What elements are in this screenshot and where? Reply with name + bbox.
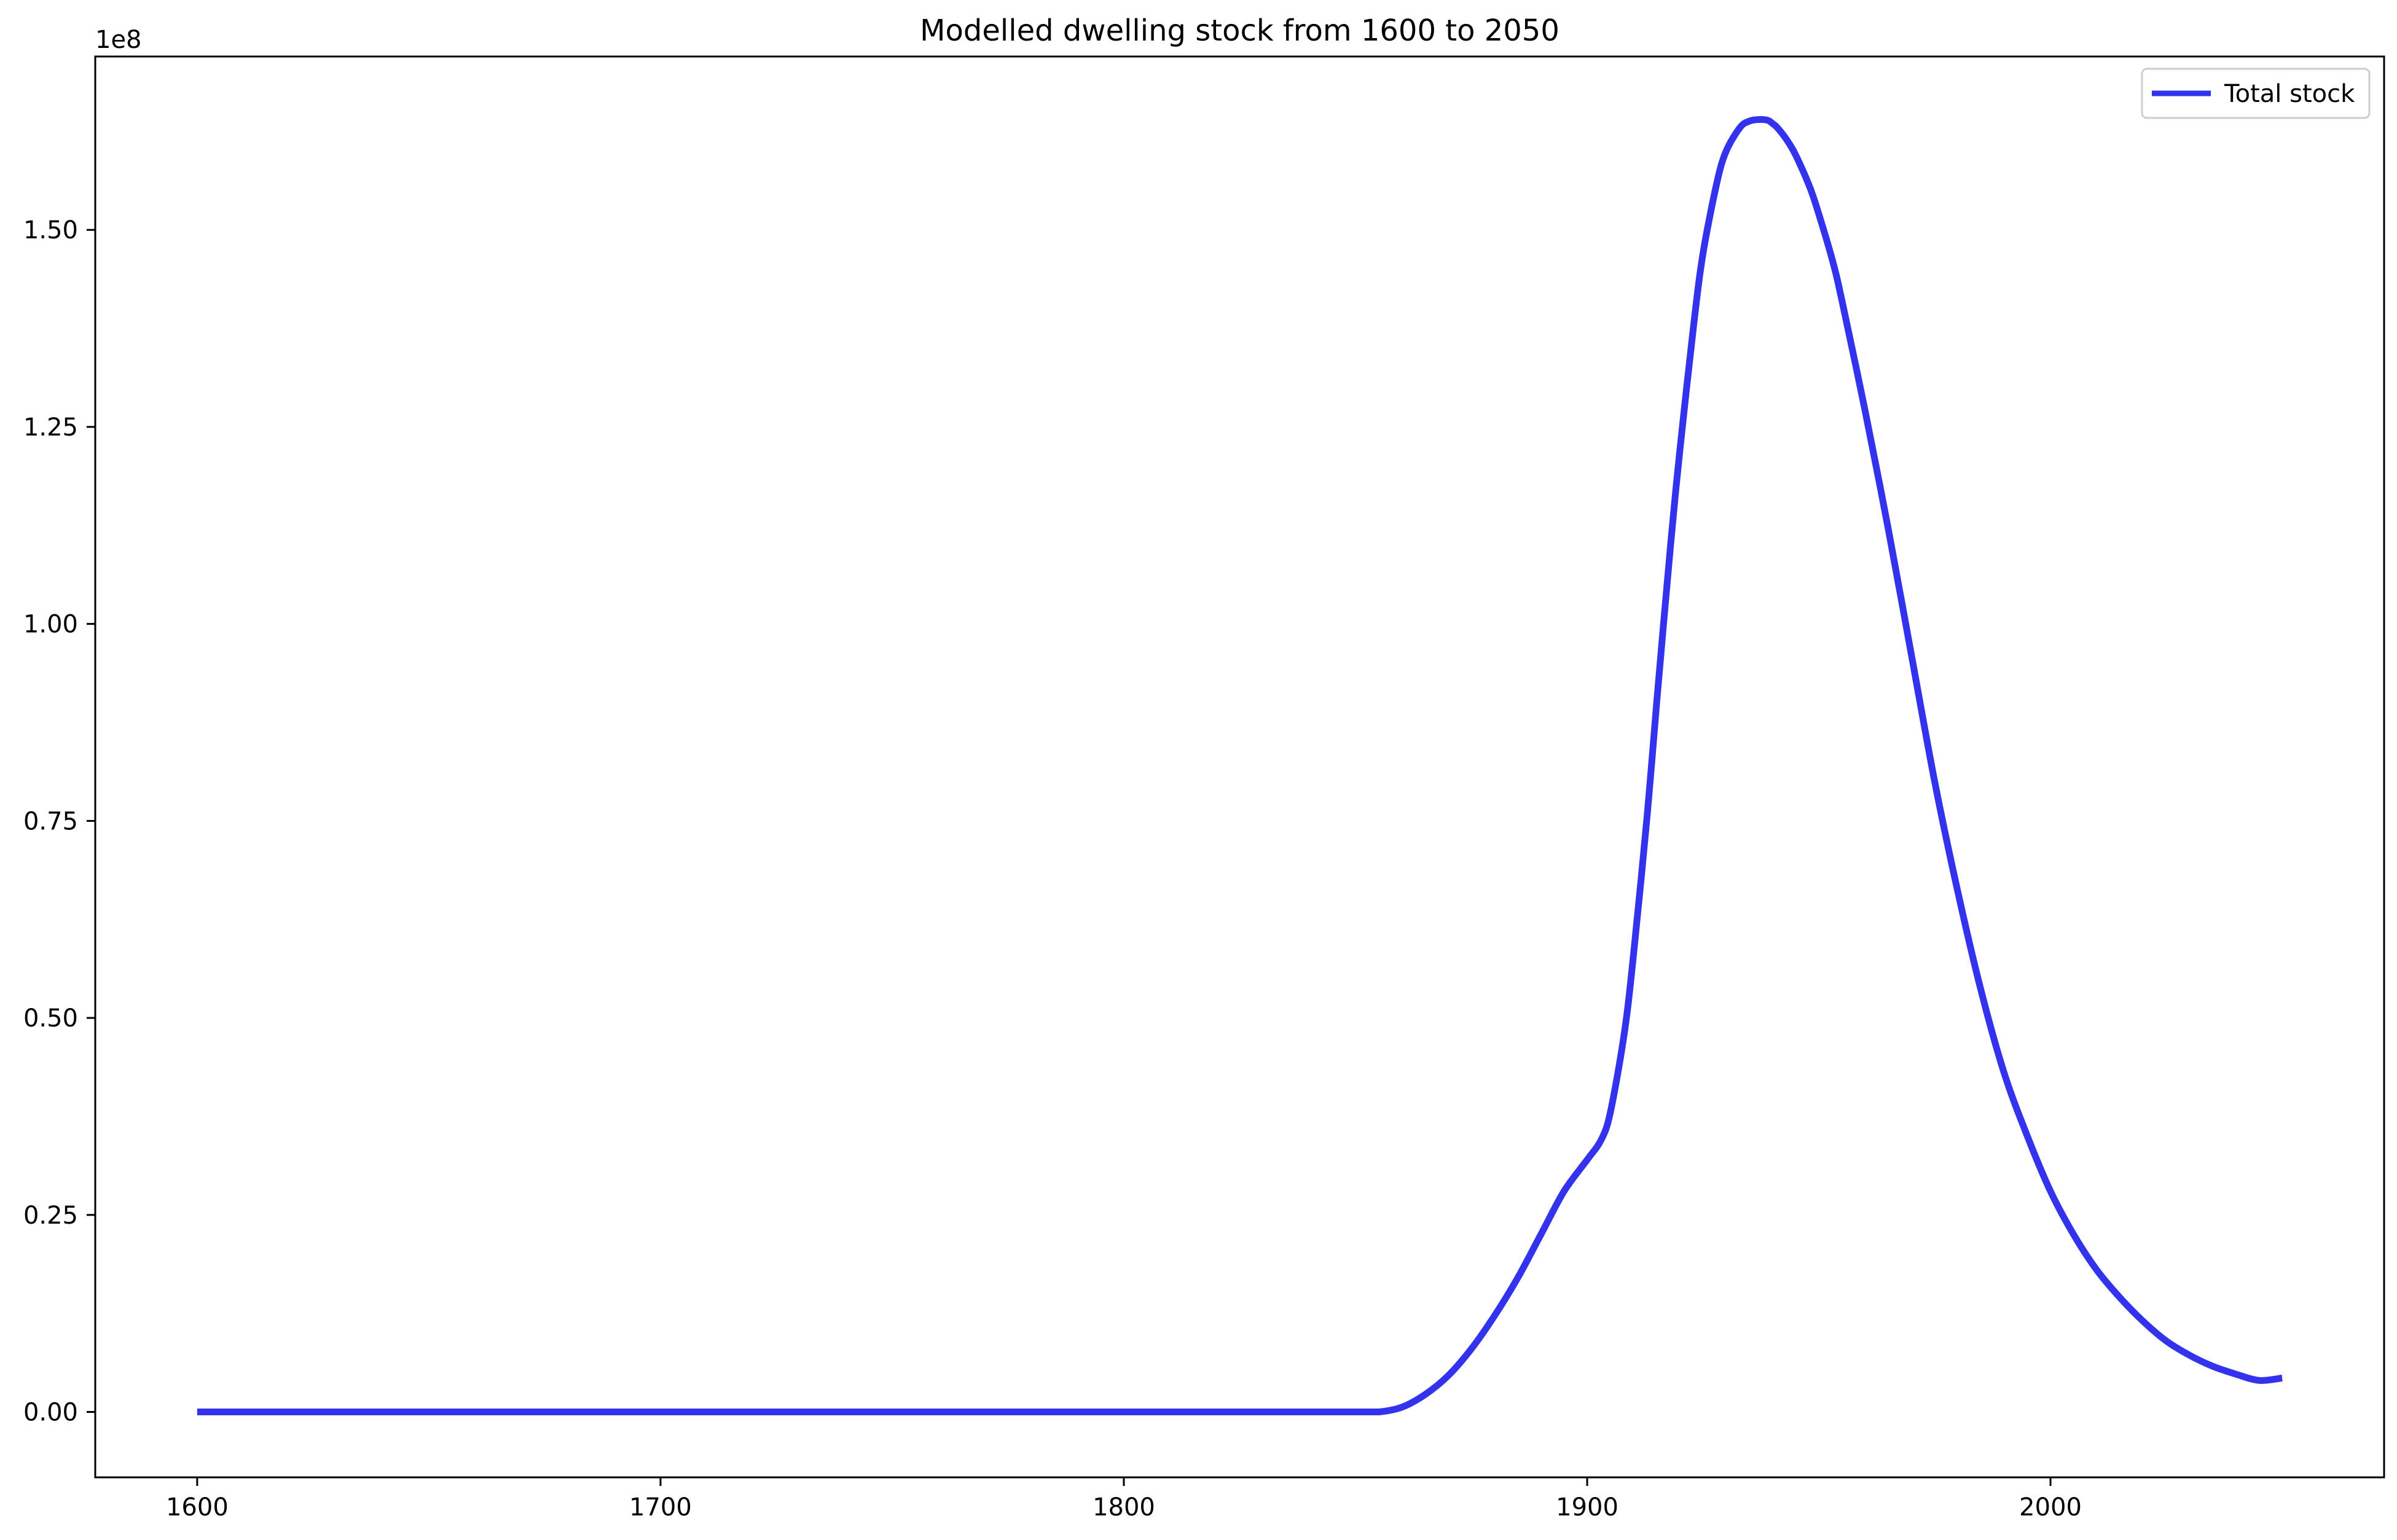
legend: Total stock [2141,68,2371,119]
axes-spines [94,55,2385,1479]
x-tick-label: 1600 [166,1493,229,1522]
y-tick-label: 0.00 [23,1399,78,1427]
x-tick-label: 1800 [1093,1493,1155,1522]
y-tick-label: 0.75 [23,807,78,835]
series-group [197,116,2283,1416]
y-tick-label: 1.50 [23,216,78,244]
axes-frame [94,55,2385,1479]
x-tick-label: 1700 [629,1493,692,1522]
x-tick-label: 1900 [1556,1493,1618,1522]
legend-label-total-stock: Total stock [2224,80,2355,108]
ticks: 1600 1700 1800 1900 2000 0.00 0.25 0.50 0.75 1.00… [23,216,2082,1522]
y-tick-label: 1.25 [23,413,78,442]
y-axis-offset-label: 1e8 [95,26,142,54]
series-line-total-stock [197,116,2283,1416]
y-tick-label: 0.25 [23,1202,78,1230]
legend-box [2141,68,2371,119]
plot-background [95,57,2384,1477]
chart-title: Modelled dwelling stock from 1600 to 205… [920,14,1559,48]
y-tick-label: 1.00 [23,611,78,639]
x-tick-label: 2000 [2019,1493,2082,1522]
y-tick-label: 0.50 [23,1004,78,1033]
plot-area [95,57,2384,1477]
